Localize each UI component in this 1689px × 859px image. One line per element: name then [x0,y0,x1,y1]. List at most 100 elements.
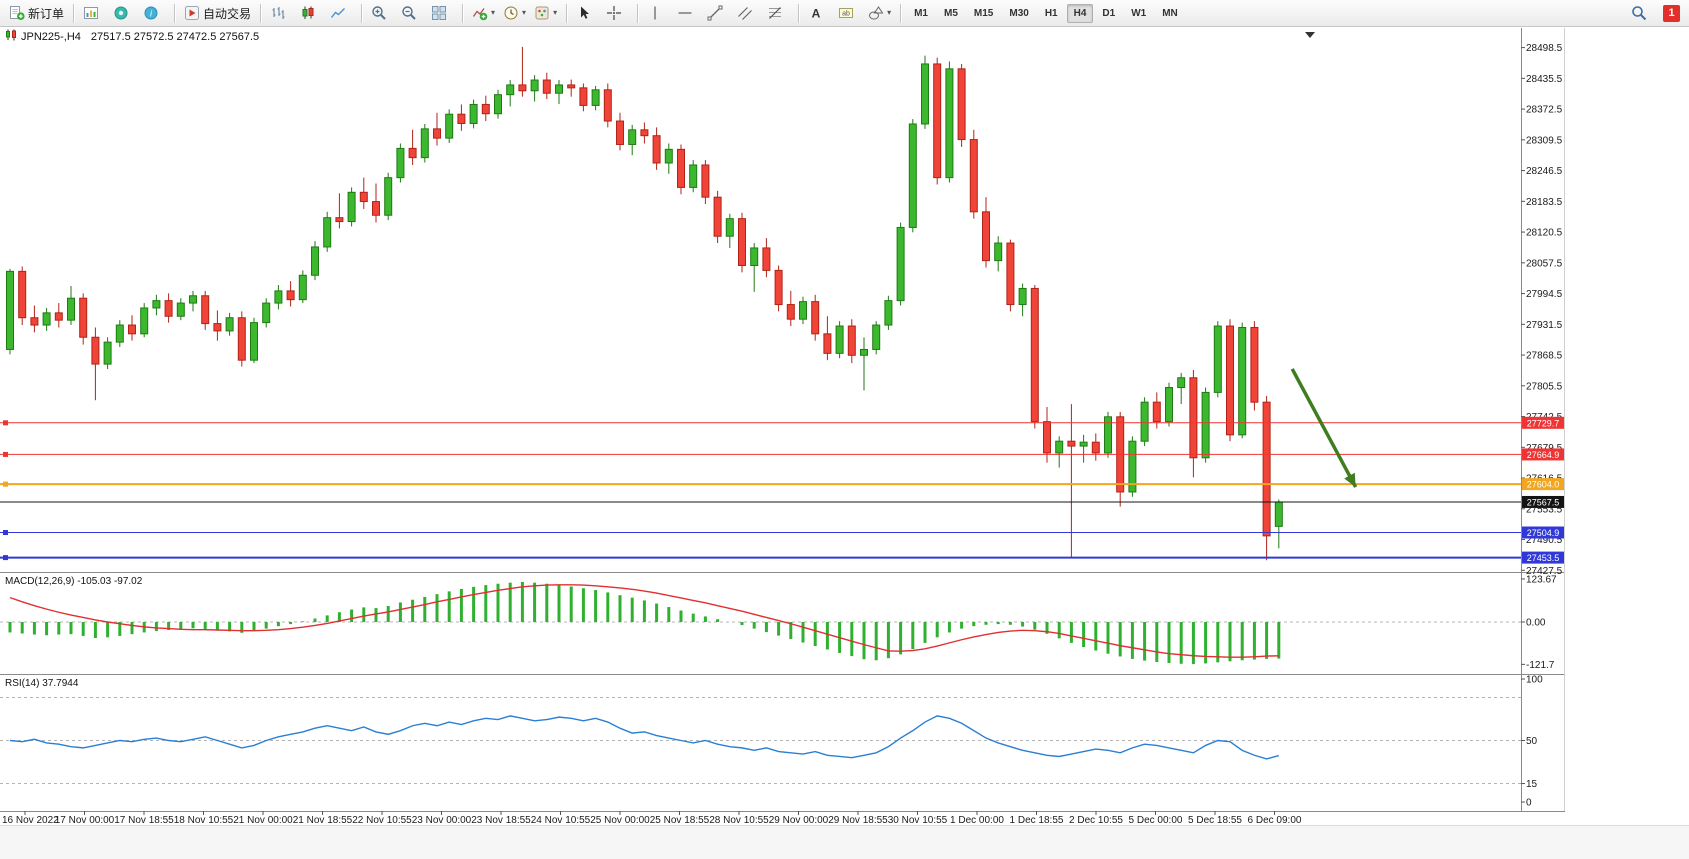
rsi-axis-label: 100 [1526,675,1543,686]
profiles-button[interactable] [109,1,139,25]
new-order-button[interactable]: 新订单 [5,1,68,25]
indicators-button[interactable]: ▾ [468,1,499,25]
line-handle[interactable] [3,420,8,426]
profiles-icon [113,5,129,21]
timeframe-d1-button[interactable]: D1 [1102,7,1116,19]
zoom-out-button[interactable] [397,1,427,25]
price-axis-label: 27868.5 [1526,351,1563,362]
candle-body [420,128,429,159]
candle-body [799,301,807,320]
candle-body [262,302,271,324]
time-axis-label: 23 Nov 18:55 [471,815,531,825]
candle-body [176,302,185,317]
text-label-icon: ab [838,5,854,21]
timeframe-h1-button[interactable]: H1 [1044,7,1058,19]
candle-body [762,247,771,271]
periods-button[interactable]: ▾ [499,1,530,25]
candle-body [677,148,685,188]
periods-dropdown-arrow[interactable]: ▾ [522,8,527,17]
line-handle[interactable] [3,530,8,536]
macd-signal-line [9,584,1279,658]
zoom-in-button[interactable] [367,1,397,25]
templates-button[interactable]: ▾ [530,1,561,25]
svg-text:A: A [812,7,821,21]
status-strip [0,825,1689,859]
autotrading-button[interactable]: 自动交易 [180,1,255,25]
candle-body [433,128,441,139]
clock-icon [503,5,519,21]
trendline-button[interactable] [703,1,733,25]
candle-body [616,120,624,145]
chart-shift-marker[interactable] [1305,32,1315,38]
crosshair-button[interactable] [602,1,632,25]
timeframe-m15-button[interactable]: M15 [973,7,994,19]
candle-body [603,89,612,122]
candle-body [359,191,368,203]
indicators-dropdown-arrow[interactable]: ▾ [491,8,496,17]
text-button[interactable]: A [804,1,834,25]
chart-window[interactable]: JPN225-,H4 27517.5 27572.5 27472.5 27567… [0,28,1565,825]
rsi-axis-label: 15 [1526,779,1538,790]
candle-body [323,217,332,248]
candle-body [774,269,783,306]
timeframe-m1-button[interactable]: M1 [914,7,928,19]
bar-chart-mode-button[interactable] [266,1,296,25]
vertical-line-button[interactable] [643,1,673,25]
new-order-label: 新订单 [28,6,65,21]
candle-body [201,295,210,325]
time-axis-label: 24 Nov 10:55 [531,815,591,825]
trend-arrow-head[interactable] [1344,472,1356,488]
timeframe-m5-button[interactable]: M5 [944,7,958,19]
arrows-dropdown-arrow[interactable]: ▾ [887,8,892,17]
candle-body [457,113,466,124]
candle-body [298,274,307,301]
line-handle[interactable] [3,481,8,487]
timeframe-h4-button[interactable]: H4 [1066,3,1094,23]
fibonacci-icon [767,5,783,21]
line-chart-mode-button[interactable] [326,1,356,25]
text-label-button[interactable]: ab [834,1,864,25]
timeframe-m30-button[interactable]: M30 [1009,7,1029,19]
toolbar-separator [637,3,639,23]
templates-dropdown-arrow[interactable]: ▾ [553,8,558,17]
toolbar-group-1: i [79,1,169,25]
new-chart-button[interactable] [79,1,109,25]
candle-body [6,270,14,350]
toolbar-group-3 [266,1,356,25]
price-tag-label: 27567.5 [1527,497,1560,507]
toolbar-separator [174,3,176,23]
toolbar-group-7 [643,1,793,25]
search-icon [1631,5,1647,21]
trend-arrow[interactable] [1290,368,1358,488]
time-axis-label: 1 Dec 18:55 [1010,815,1064,825]
timeframe-mn-button[interactable]: MN [1162,7,1178,19]
time-axis-label: 16 Nov 2022 [2,815,59,825]
notifications-badge[interactable]: 1 [1663,4,1680,22]
cursor-button[interactable] [572,1,602,25]
macd-axis-label: 123.67 [1526,574,1557,585]
tile-windows-button[interactable] [427,1,457,25]
arrows-button[interactable]: ▾ [864,1,895,25]
horizontal-line-button[interactable] [673,1,703,25]
search-button[interactable] [1627,1,1657,25]
chart-canvas[interactable]: 28498.5 28435.5 28372.5 28309.5 28246.5 28183… [0,28,1565,825]
candle-chart-mode-button[interactable] [296,1,326,25]
candle-body [518,84,527,92]
candle-body [811,301,820,335]
line-handle[interactable] [3,451,8,457]
timeframe-w1-button[interactable]: W1 [1131,7,1147,19]
candle-body [555,84,563,94]
line-handle[interactable] [3,555,8,561]
data-window-button[interactable]: i [139,1,169,25]
candle-body [823,333,832,354]
price-axis-label: 28183.5 [1526,197,1563,208]
price-tag [1522,416,1564,429]
candle-body [1104,416,1112,454]
candle-body [481,103,490,115]
candle-body [896,226,905,302]
svg-text:ab: ab [842,11,850,18]
candle-body [54,312,63,321]
indicators-icon [472,5,488,21]
equidistant-channel-button[interactable] [733,1,763,25]
fibonacci-retracement-button[interactable] [763,1,793,25]
